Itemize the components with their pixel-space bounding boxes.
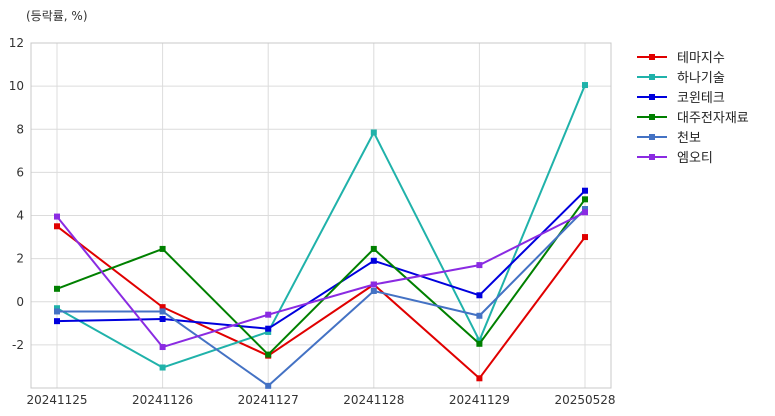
series-lines	[54, 82, 588, 389]
data-point	[370, 245, 377, 252]
data-point	[476, 292, 483, 299]
legend-item: 엠오티	[637, 151, 713, 166]
y-tick-label: 2	[16, 252, 24, 266]
x-axis: 20241125 20241126 20241127 20241128 20241129…	[26, 393, 615, 407]
legend-marker	[649, 74, 655, 80]
data-point	[476, 375, 483, 382]
series-line	[56, 189, 586, 330]
series-4	[54, 196, 588, 358]
data-point	[265, 325, 272, 332]
legend-item: 대주전자재료	[637, 111, 749, 126]
legend-label: 코윈테크	[677, 91, 725, 106]
data-point	[265, 351, 272, 358]
legend-marker	[649, 114, 655, 120]
legend-label: 천보	[677, 131, 701, 146]
data-point	[54, 308, 60, 315]
data-point	[476, 312, 483, 319]
legend-marker	[649, 94, 655, 100]
legend-item: 코윈테크	[637, 91, 725, 106]
series-line	[56, 198, 586, 356]
data-point	[582, 206, 588, 213]
series-line	[57, 208, 586, 387]
data-point	[265, 311, 272, 318]
data-point	[582, 196, 588, 203]
data-point	[265, 382, 272, 389]
plot-frame	[30, 42, 612, 389]
data-point	[159, 364, 166, 371]
legend-item: 하나기술	[637, 71, 725, 86]
data-point	[476, 262, 483, 269]
series-line	[56, 225, 586, 380]
data-point	[370, 129, 377, 136]
x-tick-label: 20250528	[554, 393, 615, 407]
data-point	[159, 316, 166, 322]
data-point	[476, 337, 483, 344]
data-point	[54, 223, 60, 230]
legend-item: 테마지수	[637, 51, 725, 66]
legend-label: 엠오티	[677, 151, 713, 166]
data-point	[370, 281, 377, 288]
data-point	[582, 209, 588, 216]
data-point	[54, 213, 60, 220]
data-point	[54, 285, 60, 292]
data-point	[370, 257, 377, 264]
x-tick-label: 20241127	[238, 393, 299, 407]
y-tick-label: 4	[16, 209, 24, 223]
grid-lines	[31, 42, 611, 388]
legend-label: 테마지수	[677, 51, 725, 66]
data-point	[159, 304, 166, 311]
x-tick-label: 20241128	[343, 393, 404, 407]
y-tick-label: 8	[16, 122, 24, 136]
legend-marker	[649, 134, 655, 140]
y-tick-label: 6	[16, 165, 24, 179]
y-axis: -2 0 2 4 6 8 10 12	[9, 36, 24, 352]
data-point	[582, 234, 588, 241]
data-point	[159, 308, 166, 315]
series-3	[54, 187, 588, 332]
data-point	[54, 305, 60, 312]
y-tick-label: -2	[12, 338, 24, 352]
legend-marker	[649, 154, 655, 160]
legend-marker	[649, 54, 655, 60]
series-line	[56, 84, 586, 369]
legend-item: 천보	[637, 131, 701, 146]
series-2	[54, 82, 588, 371]
legend-label: 하나기술	[677, 71, 725, 86]
data-point	[476, 340, 483, 347]
data-point	[582, 82, 588, 89]
data-point	[582, 187, 588, 194]
series-5	[54, 206, 588, 389]
y-tick-label: 12	[9, 36, 24, 50]
y-unit-label: (등락률, %)	[26, 9, 88, 23]
x-tick-label: 20241125	[26, 393, 87, 407]
data-point	[54, 318, 60, 325]
data-point	[159, 344, 166, 351]
data-point	[159, 245, 166, 252]
data-point	[370, 287, 377, 294]
data-point	[265, 328, 272, 335]
x-tick-label: 20241126	[132, 393, 193, 407]
y-tick-label: 10	[9, 79, 24, 93]
series-line	[56, 211, 586, 349]
x-tick-label: 20241129	[449, 393, 510, 407]
series-6	[54, 209, 588, 351]
legend-label: 대주전자재료	[677, 111, 749, 126]
y-tick-label: 0	[16, 295, 24, 309]
